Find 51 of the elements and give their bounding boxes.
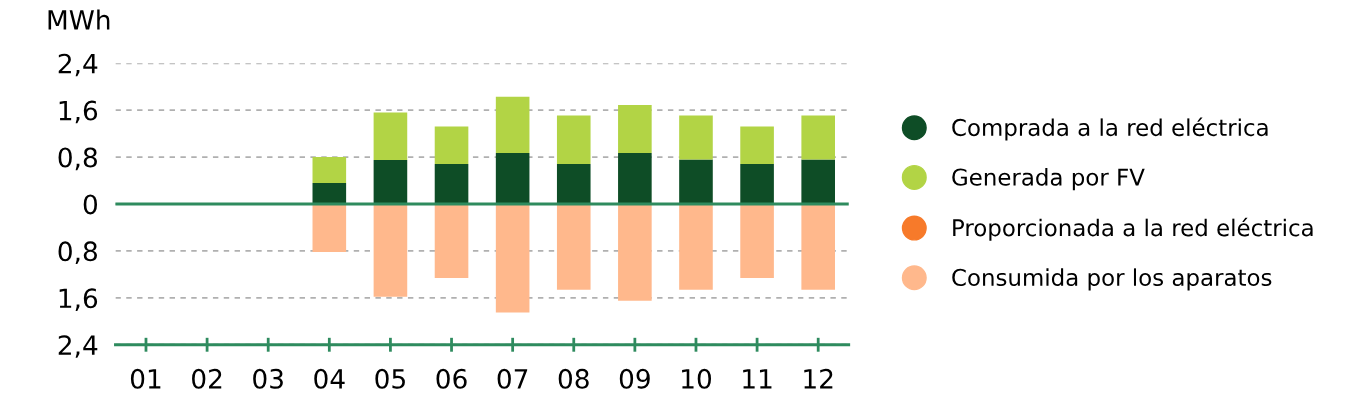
y-tick-label: 0,8 — [58, 241, 97, 265]
bar — [801, 159, 835, 204]
bar — [679, 159, 713, 204]
x-tick-label: 07 — [497, 368, 528, 389]
x-tick-label: 08 — [558, 368, 589, 389]
bar — [618, 204, 652, 301]
bar — [495, 96, 530, 153]
y-tick-label: 2,4 — [58, 53, 98, 77]
x-tick-label: 11 — [743, 369, 772, 389]
y-axis-title: MWh — [48, 9, 110, 30]
bar — [312, 204, 347, 253]
bar — [679, 204, 713, 290]
bar — [679, 115, 713, 160]
y-tick-label: 2,4 — [58, 335, 98, 358]
x-tick-label: 06 — [436, 368, 467, 389]
bar — [312, 182, 347, 204]
legend-label: Comprada a la red eléctrica — [952, 117, 1268, 141]
bar — [434, 126, 469, 165]
bar — [740, 126, 774, 165]
bar — [495, 152, 530, 204]
bar — [740, 204, 774, 278]
legend-label: Consumida por los aparatos — [952, 268, 1272, 291]
y-tick-label: 1,6 — [59, 288, 98, 311]
bar — [740, 164, 774, 204]
bar — [434, 204, 469, 278]
x-tick-label: 05 — [375, 368, 405, 389]
bar — [434, 164, 469, 204]
bar — [373, 160, 408, 204]
bar — [556, 115, 591, 165]
y-tick-label: 1,6 — [59, 100, 98, 124]
y-tick-label: 0,8 — [58, 147, 97, 171]
x-tick-label: 10 — [682, 368, 712, 389]
x-tick-label: 09 — [619, 368, 650, 389]
y-tick-label: 0 — [83, 194, 98, 215]
x-tick-label: 12 — [804, 368, 833, 389]
bar — [556, 164, 591, 204]
bar — [618, 152, 652, 204]
x-tick-label: 01 — [130, 368, 161, 389]
bar — [373, 112, 408, 161]
legend-label: Generada por FV — [952, 168, 1145, 191]
legend-label: Proporcionada a la red eléctrica — [953, 217, 1313, 241]
x-tick-label: 04 — [314, 368, 345, 389]
x-tick-label: 02 — [192, 368, 222, 389]
bar — [618, 104, 652, 153]
bar — [495, 204, 530, 313]
bar — [801, 204, 835, 290]
bar — [373, 204, 408, 297]
x-tick-label: 03 — [253, 368, 283, 389]
bar — [556, 204, 591, 290]
bar — [801, 115, 835, 160]
bar — [312, 157, 347, 183]
